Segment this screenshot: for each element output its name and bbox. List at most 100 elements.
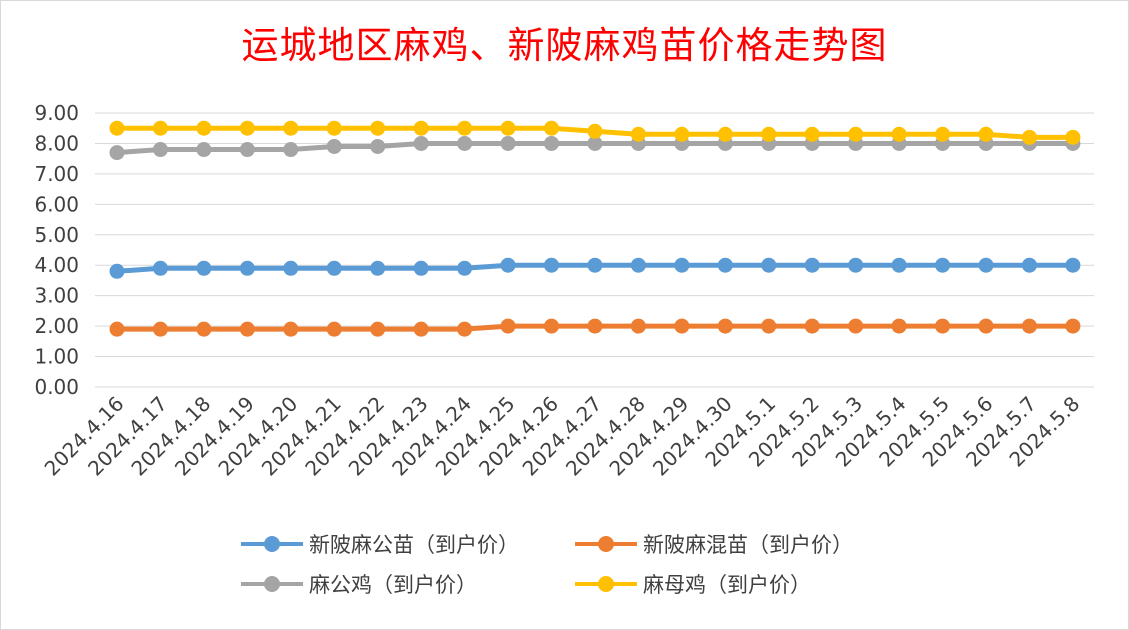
data-point (283, 321, 299, 337)
data-point (630, 257, 646, 273)
data-point (935, 126, 951, 142)
data-point (804, 318, 820, 334)
legend-swatch (575, 569, 637, 599)
y-tick-label: 4.00 (34, 253, 79, 277)
data-point (891, 318, 907, 334)
data-point (326, 138, 342, 154)
data-point (283, 142, 299, 158)
data-point (587, 123, 603, 139)
data-point (1065, 318, 1081, 334)
data-point (587, 318, 603, 334)
data-point (848, 318, 864, 334)
y-tick-label: 1.00 (34, 345, 79, 369)
data-point (935, 318, 951, 334)
data-point (413, 260, 429, 276)
data-point (239, 321, 255, 337)
data-point (152, 142, 168, 158)
data-point (109, 120, 125, 136)
data-point (848, 257, 864, 273)
data-point (630, 318, 646, 334)
data-point (978, 257, 994, 273)
data-point (283, 260, 299, 276)
data-point (239, 120, 255, 136)
data-point (1021, 129, 1037, 145)
legend-swatch (575, 529, 637, 559)
data-point (109, 145, 125, 161)
data-point (109, 263, 125, 279)
data-point (326, 260, 342, 276)
data-point (587, 257, 603, 273)
y-tick-label: 2.00 (34, 314, 79, 338)
data-point (717, 257, 733, 273)
data-point (370, 321, 386, 337)
data-point (891, 126, 907, 142)
legend-entry: 麻母鸡（到户价） (575, 569, 811, 599)
data-point (196, 260, 212, 276)
data-point (1065, 129, 1081, 145)
legend-entry: 新陂麻混苗（到户价） (575, 529, 853, 559)
data-point (196, 321, 212, 337)
data-point (848, 126, 864, 142)
y-tick-label: 8.00 (34, 131, 79, 155)
legend-label: 新陂麻混苗（到户价） (643, 533, 853, 557)
data-point (674, 126, 690, 142)
data-point (761, 257, 777, 273)
data-point (152, 321, 168, 337)
data-point (457, 260, 473, 276)
data-point (717, 126, 733, 142)
data-point (500, 120, 516, 136)
y-tick-label: 6.00 (34, 192, 79, 216)
data-point (283, 120, 299, 136)
data-point (544, 318, 559, 334)
y-tick-label: 5.00 (34, 223, 79, 247)
data-point (370, 138, 386, 154)
data-point (674, 318, 690, 334)
data-point (457, 120, 473, 136)
data-point (239, 260, 255, 276)
data-point (413, 321, 429, 337)
data-point (413, 135, 429, 151)
data-point (761, 126, 777, 142)
data-point (152, 260, 168, 276)
data-point (500, 318, 516, 334)
y-tick-label: 3.00 (34, 284, 79, 308)
data-point (109, 321, 125, 337)
data-point (804, 126, 820, 142)
data-point (413, 120, 429, 136)
data-point (152, 120, 168, 136)
data-point (717, 318, 733, 334)
data-point (196, 142, 212, 158)
data-point (630, 126, 646, 142)
data-point (1065, 257, 1081, 273)
legend-label: 新陂麻公苗（到户价） (309, 533, 519, 557)
y-tick-label: 9.00 (34, 101, 79, 125)
legend-label: 麻母鸡（到户价） (643, 573, 811, 597)
data-point (457, 321, 473, 337)
data-point (761, 318, 777, 334)
data-point (891, 257, 907, 273)
data-point (370, 260, 386, 276)
data-point (544, 135, 559, 151)
data-point (1021, 257, 1037, 273)
data-point (935, 257, 951, 273)
data-point (804, 257, 820, 273)
data-point (978, 126, 994, 142)
data-point (326, 321, 342, 337)
data-point (674, 257, 690, 273)
legend-swatch (241, 569, 303, 599)
data-point (587, 135, 603, 151)
data-point (457, 135, 473, 151)
data-point (1021, 318, 1037, 334)
legend-entry: 新陂麻公苗（到户价） (241, 529, 519, 559)
legend-label: 麻公鸡（到户价） (309, 573, 477, 597)
chart-title: 运城地区麻鸡、新陂麻鸡苗价格走势图 (241, 24, 888, 67)
data-point (500, 257, 516, 273)
data-point (978, 318, 994, 334)
y-tick-label: 7.00 (34, 162, 79, 186)
data-point (500, 135, 516, 151)
data-point (544, 120, 559, 136)
data-point (326, 120, 342, 136)
legend-swatch (241, 529, 303, 559)
